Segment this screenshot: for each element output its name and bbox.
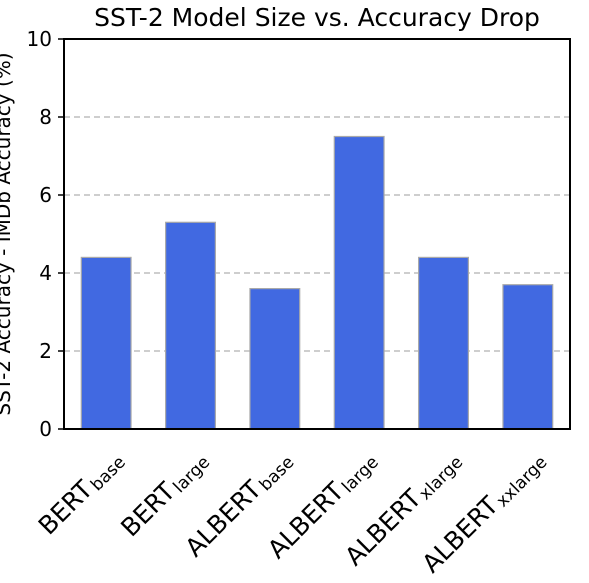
bar (418, 256, 469, 430)
y-tick-label: 8 (39, 105, 52, 129)
x-tick-label: ALBERTxxlarge (416, 445, 551, 580)
y-axis-label: SST-2 Accuracy - IMDb Accuracy (%) (0, 52, 15, 415)
x-tick-label: BERTbase (33, 445, 130, 542)
bars (80, 135, 554, 430)
bar (165, 221, 216, 430)
y-tick-label: 0 (39, 417, 52, 441)
bar (80, 256, 132, 430)
y-tick-label: 10 (27, 27, 52, 51)
plot-frame (63, 38, 571, 430)
bar (249, 288, 301, 430)
grid-lines (64, 116, 570, 352)
bar (333, 135, 385, 430)
x-axis-labels: BERTbaseBERTlargeALBERTbaseALBERTlargeAL… (33, 445, 552, 580)
chart-title: SST-2 Model Size vs. Accuracy Drop (94, 3, 540, 32)
y-axis-ticks: 0 2 4 6 8 10 (27, 27, 64, 441)
bar (502, 284, 554, 430)
y-tick-label: 2 (39, 339, 52, 363)
y-tick-label: 6 (39, 183, 52, 207)
y-tick-label: 4 (39, 261, 52, 285)
